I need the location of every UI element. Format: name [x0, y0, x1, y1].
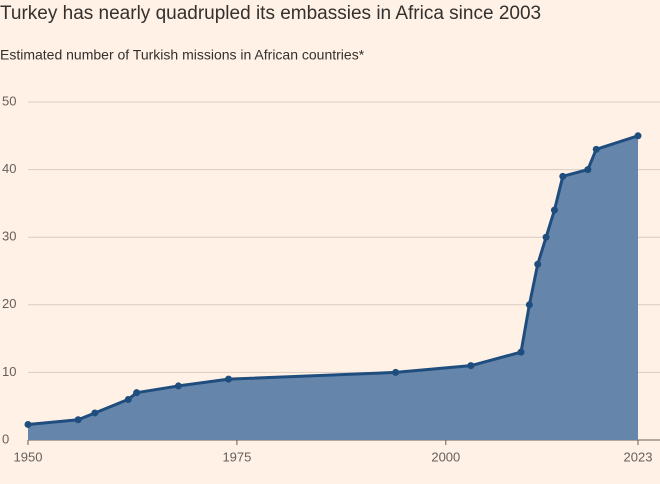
y-tick-label: 30	[2, 229, 16, 244]
chart-subtitle: Estimated number of Turkish missions in …	[0, 47, 365, 63]
point	[584, 166, 592, 174]
point	[225, 375, 233, 383]
point	[392, 368, 400, 376]
y-tick-label: 10	[2, 364, 16, 379]
point	[91, 409, 99, 417]
x-tick-label: 2023	[624, 449, 653, 464]
x-tick-label: 1950	[14, 449, 43, 464]
y-tick-label: 40	[2, 161, 16, 176]
point	[133, 389, 141, 397]
point	[559, 172, 567, 180]
point	[525, 301, 533, 309]
area	[28, 135, 638, 441]
x-tick-label: 2000	[431, 449, 460, 464]
line	[27, 134, 639, 426]
point	[124, 395, 132, 403]
point	[174, 382, 182, 390]
point	[534, 260, 542, 268]
point	[634, 132, 642, 140]
point	[467, 362, 475, 370]
y-tick-label: 0	[2, 431, 9, 446]
point	[24, 420, 32, 428]
x-tick-label: 1975	[222, 449, 251, 464]
point	[74, 416, 82, 424]
point	[550, 206, 558, 214]
point	[542, 233, 550, 241]
chart-title: Turkey has nearly quadrupled its embassi…	[0, 3, 541, 24]
point	[517, 348, 525, 356]
point	[592, 145, 600, 153]
y-tick-label: 20	[2, 296, 16, 311]
y-tick-label: 50	[2, 93, 16, 108]
